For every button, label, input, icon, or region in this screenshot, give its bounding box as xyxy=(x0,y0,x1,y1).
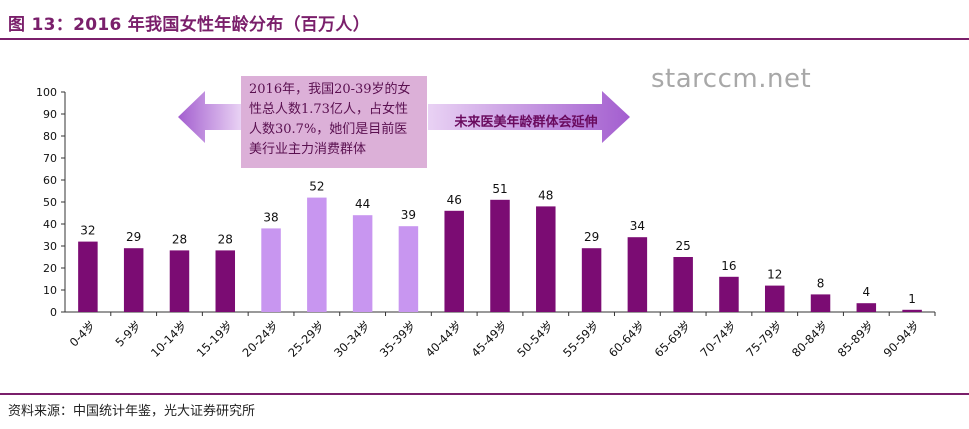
bar-75-79岁 xyxy=(764,285,785,312)
x-tick-label: 25-29岁 xyxy=(285,318,327,360)
y-tick-label: 70 xyxy=(43,152,57,165)
bar-chart: 0 10 20 30 40 50 60 70 80 90 100 0-4岁 5-9岁 10-14岁 15-… xyxy=(36,86,936,360)
bar-80-84岁 xyxy=(810,294,831,312)
bar-value-label: 16 xyxy=(721,259,736,273)
y-axis: 0 10 20 30 40 50 60 70 80 90 100 xyxy=(36,86,66,319)
bar-value-label: 44 xyxy=(355,197,370,211)
left-arrow-shape xyxy=(178,91,241,143)
x-tick-label: 70-74岁 xyxy=(697,318,739,360)
top-rule xyxy=(0,38,969,40)
bar-5-9岁 xyxy=(123,248,144,312)
bar-45-49岁 xyxy=(490,199,510,312)
bar-value-label: 28 xyxy=(172,232,187,246)
y-tick-label: 100 xyxy=(36,86,57,99)
bar-60-64岁 xyxy=(627,237,648,312)
bar-15-19岁 xyxy=(215,250,236,312)
y-tick-label: 30 xyxy=(43,240,57,253)
x-tick-label: 60-64岁 xyxy=(606,318,648,360)
right-arrow-shape xyxy=(428,91,630,143)
bar-value-label: 29 xyxy=(584,230,599,244)
bar-10-14岁 xyxy=(169,250,190,312)
bar-value-label: 48 xyxy=(538,188,553,202)
bar-value-label: 4 xyxy=(862,285,870,299)
x-tick-label: 0-4岁 xyxy=(67,318,98,349)
future-extension-label: 未来医美年龄群体会延伸 xyxy=(454,115,598,130)
bar-70-74岁 xyxy=(719,276,739,312)
x-tick-label: 40-44岁 xyxy=(423,318,465,360)
x-tick-label: 35-39岁 xyxy=(377,318,419,360)
x-tick-label: 15-19岁 xyxy=(194,318,236,360)
x-tick-label: 30-34岁 xyxy=(331,318,373,360)
bar-90-94岁 xyxy=(902,309,922,312)
x-tick-label: 55-59岁 xyxy=(560,318,602,360)
bar-value-label: 25 xyxy=(676,239,691,253)
bar-value-label: 52 xyxy=(309,180,324,194)
bar-40-44岁 xyxy=(444,210,464,312)
bar-value-label: 46 xyxy=(447,193,462,207)
x-axis: 0-4岁 5-9岁 10-14岁 15-19岁 20-24岁 25-29岁 30-34岁 35… xyxy=(65,311,936,360)
y-tick-label: 60 xyxy=(43,174,57,187)
bar-30-34岁 xyxy=(352,215,373,312)
bar-55-59岁 xyxy=(581,248,602,312)
x-tick-label: 45-49岁 xyxy=(468,318,510,360)
bars-group: 32 29 28 28 38 52 44 39 46 51 48 29 34 25 16 12 8 4 1 xyxy=(78,180,922,312)
x-tick-label: 20-24岁 xyxy=(240,318,282,360)
x-tick-label: 10-14岁 xyxy=(148,318,190,360)
bar-value-label: 51 xyxy=(492,182,507,196)
x-tick-label: 80-84岁 xyxy=(789,318,831,360)
bar-value-label: 38 xyxy=(263,210,278,224)
bar-value-label: 29 xyxy=(126,230,141,244)
bar-85-89岁 xyxy=(856,303,877,312)
bar-value-label: 32 xyxy=(80,224,95,238)
highlight-note: 2016年，我国20-39岁的女性总人数1.73亿人，占女性人数30.7%，她们… xyxy=(241,76,427,168)
x-tick-label: 5-9岁 xyxy=(112,318,143,349)
bar-0-4岁 xyxy=(78,241,98,312)
source-note: 资料来源：中国统计年鉴，光大证券研究所 xyxy=(8,404,256,419)
x-tick-label: 50-54岁 xyxy=(514,318,556,360)
x-tick-label: 65-69岁 xyxy=(652,318,694,360)
bar-50-54岁 xyxy=(536,206,556,312)
y-tick-label: 40 xyxy=(43,218,57,231)
y-tick-label: 50 xyxy=(43,196,57,209)
y-tick-label: 10 xyxy=(43,284,57,297)
x-tick-label: 75-79岁 xyxy=(743,318,785,360)
bar-35-39岁 xyxy=(398,226,419,312)
bar-65-69岁 xyxy=(673,257,693,312)
bar-25-29岁 xyxy=(307,197,327,312)
y-tick-label: 80 xyxy=(43,130,57,143)
y-tick-label: 0 xyxy=(50,306,57,319)
bar-value-label: 34 xyxy=(630,219,645,233)
watermark: starccm.net xyxy=(651,64,812,94)
bar-value-label: 28 xyxy=(218,232,233,246)
y-tick-label: 90 xyxy=(43,108,57,121)
bar-20-24岁 xyxy=(261,228,281,312)
bar-value-label: 1 xyxy=(908,292,916,306)
x-tick-label: 85-89岁 xyxy=(835,318,877,360)
bar-value-label: 39 xyxy=(401,208,416,222)
bottom-rule xyxy=(0,393,969,395)
bar-value-label: 12 xyxy=(767,268,782,282)
bar-value-label: 8 xyxy=(817,276,825,290)
x-tick-label: 90-94岁 xyxy=(881,318,923,360)
figure-title: 图 13：2016 年我国女性年龄分布（百万人） xyxy=(8,15,371,35)
y-tick-label: 20 xyxy=(43,262,57,275)
